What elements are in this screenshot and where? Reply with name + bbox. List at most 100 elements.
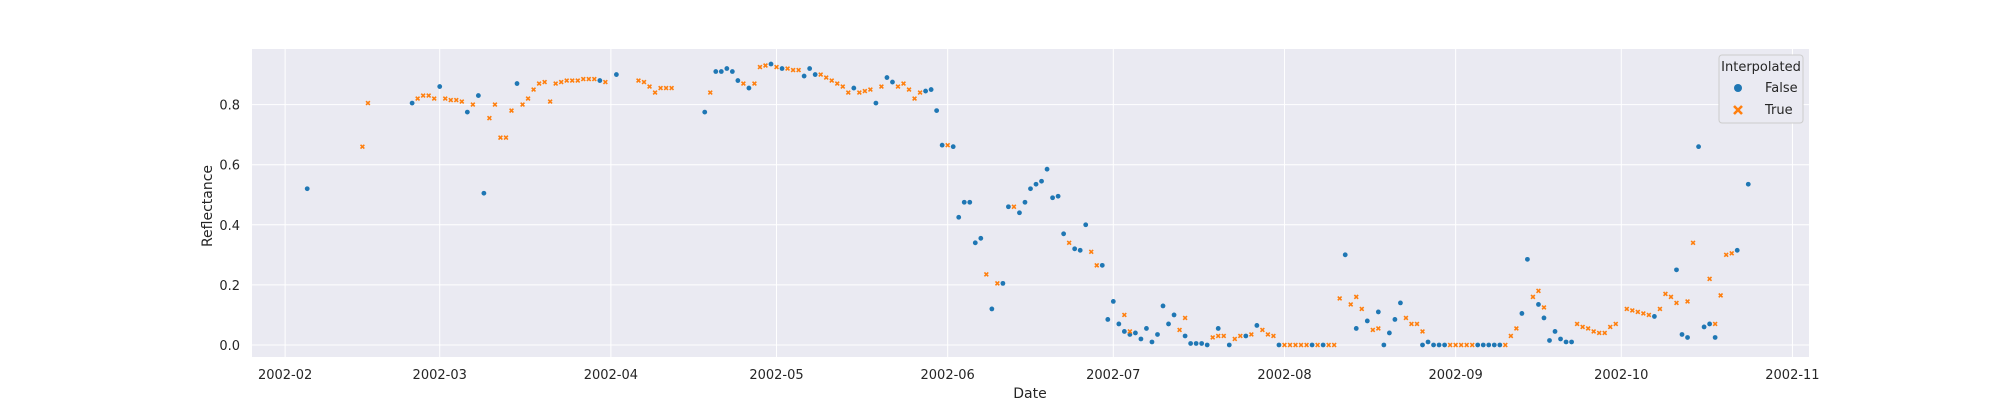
data-point-true [1293,342,1298,348]
data-point-true [867,87,873,93]
data-point-false [1320,342,1326,348]
data-point-true [740,81,746,87]
data-point-false [1679,332,1685,337]
data-point-true [1370,327,1376,333]
data-point-true [1690,240,1696,246]
data-point-true [415,96,421,102]
data-point-true [983,271,989,277]
x-axis-title: Date [1013,386,1046,400]
data-point-true [1282,342,1287,348]
data-point-false [1375,309,1381,315]
data-point-false [1558,336,1563,342]
data-point-true [1127,328,1133,334]
data-point-true [878,84,884,90]
data-point-false [464,109,470,115]
data-point-false [1055,193,1061,199]
legend-title: Interpolated [1721,60,1801,75]
data-point-false [437,84,443,89]
data-point-true [906,87,912,93]
data-point-false [1569,339,1574,345]
data-point-false [972,240,978,246]
data-point-true [497,135,503,141]
data-point-true [453,97,459,103]
data-point-false [1685,335,1690,340]
data-point-true [1259,327,1265,333]
data-point-false [718,69,724,74]
data-point-true [1596,330,1602,336]
series-false-points [304,61,1751,348]
data-point-true [1502,342,1508,348]
x-tick-label: 2002-03 [413,368,467,383]
y-tick-label: 0.8 [219,99,240,114]
data-point-false [1121,329,1127,334]
data-point-true [647,84,652,90]
data-point-true [1182,315,1188,321]
data-point-false [884,75,890,80]
data-point-true [994,280,1000,286]
data-point-false [950,144,956,150]
data-point-true [1685,298,1690,304]
data-point-true [1662,291,1668,297]
data-point-false [1497,342,1503,348]
data-point-false [1215,326,1221,331]
data-point-true [1359,306,1365,312]
data-point-true [1066,240,1072,246]
data-point-false [1486,342,1492,348]
data-point-true [591,76,597,82]
data-point-true [917,90,923,96]
data-point-true [1348,301,1354,307]
data-point-true [1585,325,1591,331]
data-point-true [1270,333,1276,339]
data-point-false [1701,324,1707,330]
data-point-false [1398,300,1403,306]
data-point-false [1050,195,1055,201]
data-point-false [956,214,962,220]
data-point-true [1331,342,1337,348]
data-point-true [1353,294,1359,300]
data-point-true [1403,315,1409,321]
data-point-false [873,100,879,106]
legend-box [1718,54,1804,124]
data-point-true [1326,342,1332,348]
data-point-true [1668,294,1674,300]
data-point-false [1431,342,1436,348]
data-point-false [481,190,487,196]
data-point-true [1640,310,1646,316]
data-point-true [564,78,570,84]
data-point-true [834,81,840,87]
data-point-false [1475,342,1481,348]
data-point-true [1707,276,1713,282]
data-point-false [812,72,818,77]
data-point-true [845,90,851,96]
data-point-true [1541,304,1547,310]
data-point-false [735,78,741,83]
data-point-false [1006,204,1011,210]
data-point-false [1243,333,1249,339]
data-point-false [1039,178,1044,184]
data-point-false [1519,311,1525,316]
data-point-true [1232,336,1238,342]
data-point-false [1022,199,1028,205]
data-point-true [1298,342,1304,348]
x-tick-label: 2002-09 [1428,368,1482,383]
data-point-true [1315,342,1321,348]
legend-label-true: True [1764,103,1793,118]
data-point-true [1420,328,1425,334]
data-point-false [1420,342,1425,348]
y-axis-title: Reflectance [200,165,216,247]
data-point-false [597,78,603,83]
data-point-false [724,66,730,71]
data-point-false [304,186,310,192]
data-point-false [1033,181,1039,187]
legend: Interpolated False True [1718,54,1804,124]
data-point-true [669,85,675,91]
data-point-false [1083,222,1089,228]
data-point-true [1447,342,1453,348]
y-tick-label: 0.0 [219,339,240,354]
data-point-false [1707,321,1713,327]
data-point-true [823,75,829,81]
data-point-true [1221,333,1227,339]
plot-area-background [252,49,1809,357]
data-point-true [818,72,824,78]
